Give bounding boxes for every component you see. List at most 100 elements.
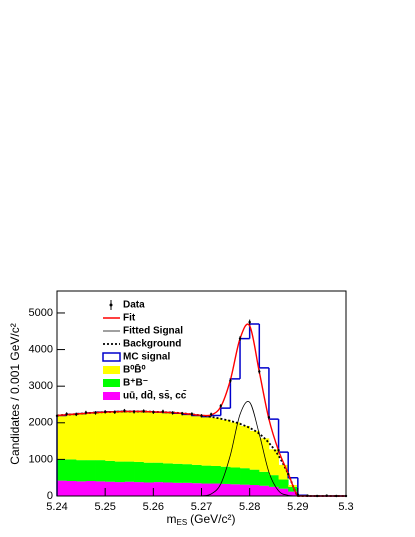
x-label-sub: ES bbox=[176, 518, 187, 527]
stack-bar bbox=[124, 481, 135, 496]
stack-bar bbox=[124, 411, 135, 462]
stack-bar bbox=[134, 411, 145, 462]
y-tick-label: 0 bbox=[47, 490, 53, 502]
stack-bar bbox=[182, 464, 193, 483]
stack-bar bbox=[95, 412, 106, 461]
stack-bar bbox=[66, 480, 77, 496]
data-point bbox=[94, 411, 97, 415]
legend-label: Data bbox=[123, 300, 145, 311]
data-marker bbox=[84, 411, 88, 414]
stack-bar bbox=[105, 411, 116, 461]
stack-bar bbox=[288, 491, 299, 496]
x-tick-label: 5.29 bbox=[287, 501, 308, 513]
data-marker bbox=[65, 412, 68, 416]
legend-label: Fitted Signal bbox=[123, 326, 183, 337]
stack-bar bbox=[95, 481, 106, 496]
stack-bar bbox=[201, 465, 212, 484]
data-point bbox=[181, 411, 184, 416]
x-tick-label: 5.3 bbox=[338, 501, 353, 513]
stack-bar bbox=[191, 483, 202, 496]
stack-bar bbox=[162, 412, 173, 464]
stack-bar bbox=[240, 468, 251, 485]
legend-label: B⁺B⁻ bbox=[123, 378, 148, 389]
mc-signal-step bbox=[277, 419, 289, 453]
stack-bar bbox=[230, 467, 241, 485]
legend-label: MC signal bbox=[123, 352, 170, 363]
data-point bbox=[132, 410, 136, 414]
data-marker bbox=[94, 411, 97, 415]
stack-bar bbox=[230, 484, 241, 496]
y-axis-label: Candidates / 0.001 GeV/c² bbox=[8, 323, 22, 464]
data-marker bbox=[238, 337, 242, 340]
data-marker bbox=[132, 410, 136, 414]
mc-signal-step bbox=[287, 452, 298, 479]
x-tick-label: 5.27 bbox=[191, 501, 212, 513]
stack-bar bbox=[85, 460, 96, 481]
stack-bar bbox=[57, 480, 68, 496]
stack-bar bbox=[191, 414, 202, 465]
y-tick-label: 1000 bbox=[29, 453, 53, 465]
y-tick-label: 5000 bbox=[29, 307, 53, 319]
stack-bar bbox=[240, 425, 251, 469]
data-marker bbox=[161, 410, 165, 413]
stack-bar bbox=[153, 482, 164, 496]
stack-bar bbox=[114, 411, 125, 462]
mc-signal-step bbox=[268, 367, 279, 420]
stack-bar bbox=[162, 463, 173, 483]
data-point bbox=[238, 336, 242, 342]
x-tick-label: 5.25 bbox=[94, 501, 115, 513]
mc-signal-step bbox=[220, 407, 231, 416]
data-point bbox=[248, 319, 251, 325]
data-marker bbox=[267, 416, 271, 419]
stack-bar bbox=[259, 471, 270, 486]
mc-signal-step bbox=[229, 378, 241, 409]
stack-bar bbox=[162, 482, 173, 496]
stack-bar bbox=[220, 466, 231, 484]
data-point bbox=[103, 410, 107, 414]
data-point bbox=[229, 378, 232, 383]
stack-bar bbox=[172, 482, 183, 496]
legend-label: B⁰B̄⁰ bbox=[123, 363, 145, 375]
stack-bar bbox=[76, 460, 87, 482]
data-point bbox=[200, 414, 203, 418]
x-tick-label: 5.26 bbox=[143, 501, 164, 513]
mc-signal-step bbox=[258, 323, 269, 369]
data-point bbox=[209, 412, 213, 417]
x-tick-label: 5.28 bbox=[239, 501, 260, 513]
stack-bar bbox=[182, 413, 193, 465]
legend-swatch bbox=[103, 379, 120, 387]
data-point bbox=[123, 408, 126, 413]
stack-bar bbox=[66, 459, 77, 481]
data-point bbox=[277, 448, 280, 452]
data-point bbox=[161, 409, 165, 414]
data-marker bbox=[152, 410, 155, 414]
stack-bar bbox=[230, 422, 241, 468]
stack-bar bbox=[278, 479, 289, 489]
data-point bbox=[219, 404, 222, 408]
stack-bar bbox=[85, 412, 96, 461]
stack-bar bbox=[105, 460, 116, 482]
stack-bar bbox=[182, 482, 193, 496]
legend-label: Fit bbox=[123, 313, 136, 324]
stack-bar bbox=[249, 469, 260, 486]
data-marker bbox=[287, 472, 290, 476]
data-point bbox=[190, 412, 194, 416]
legend-swatch bbox=[103, 392, 120, 400]
stack-bar bbox=[268, 486, 279, 496]
stack-bar bbox=[268, 449, 279, 476]
stack-bar bbox=[268, 475, 279, 487]
x-label-main: m bbox=[166, 512, 176, 526]
stack-bar bbox=[240, 484, 251, 496]
data-point bbox=[267, 415, 271, 419]
stack-bar bbox=[220, 419, 231, 467]
x-tick-label: 5.24 bbox=[46, 501, 67, 513]
y-tick-label: 4000 bbox=[29, 343, 53, 355]
data-marker bbox=[113, 410, 117, 414]
legend-label: Background bbox=[123, 339, 181, 350]
stack-bar bbox=[288, 486, 299, 492]
data-marker bbox=[103, 410, 107, 414]
legend-marker bbox=[109, 303, 113, 307]
stack-bar bbox=[114, 482, 125, 496]
stack-bar bbox=[143, 482, 154, 496]
stack-bar bbox=[95, 460, 106, 482]
